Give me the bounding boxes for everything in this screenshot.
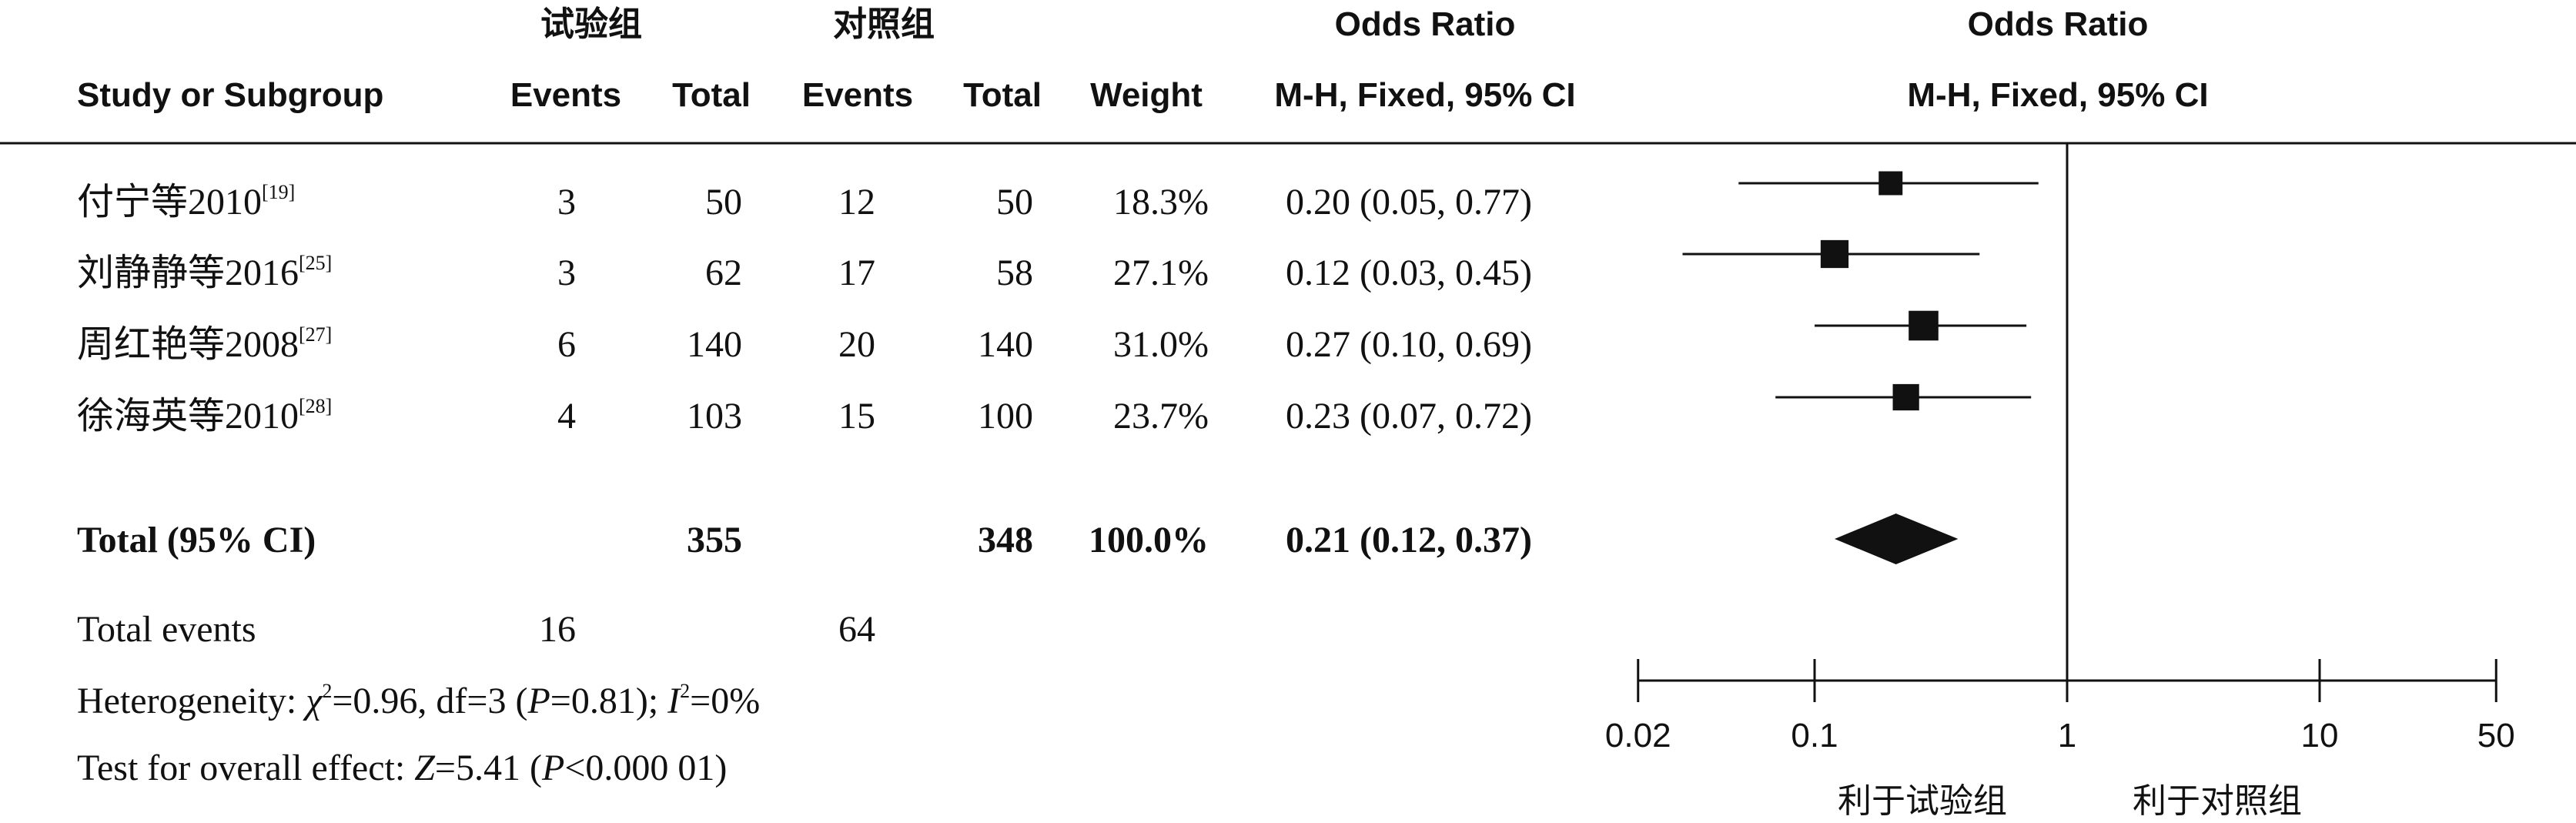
total-events-ctl: 64 bbox=[838, 609, 875, 650]
or-ci-cell: 0.27 (0.10, 0.69) bbox=[1286, 324, 1532, 365]
point-estimate-square bbox=[1878, 171, 1903, 196]
favours-left-label: 利于试验组 bbox=[1838, 782, 2007, 820]
weight-cell: 27.1% bbox=[1113, 253, 1209, 293]
exp-total-cell: 140 bbox=[687, 324, 742, 365]
ctl-events-header: Events bbox=[802, 76, 913, 114]
group-ctl-header: 对照组 bbox=[833, 5, 935, 43]
or-ci-cell: 0.20 (0.05, 0.77) bbox=[1286, 182, 1532, 222]
study-name: 徐海英等2010[28] bbox=[77, 395, 332, 437]
point-estimate-square bbox=[1892, 383, 1919, 411]
exp-total-header: Total bbox=[672, 76, 751, 114]
exp-events-cell: 3 bbox=[557, 253, 576, 293]
weight-header: Weight bbox=[1090, 76, 1203, 114]
group-exp-header: 试验组 bbox=[540, 5, 642, 43]
exp-total-cell: 62 bbox=[705, 253, 742, 293]
point-estimate-square bbox=[1820, 239, 1849, 269]
study-rows: 付宁等2010[19] 3 50 12 50 18.3% 0.20 (0.05, 0.77)… bbox=[77, 181, 1532, 560]
total-ctl-total: 348 bbox=[978, 520, 1033, 560]
study-name: 付宁等2010[19] bbox=[77, 181, 295, 222]
ctl-events-cell: 15 bbox=[838, 396, 875, 437]
or-ci-cell: 0.12 (0.03, 0.45) bbox=[1286, 253, 1532, 293]
x-tick-label: 0.02 bbox=[1605, 717, 1671, 754]
ctl-total-cell: 100 bbox=[978, 396, 1033, 437]
exp-events-cell: 3 bbox=[557, 182, 576, 222]
x-tick-label: 50 bbox=[2477, 717, 2515, 754]
weight-cell: 31.0% bbox=[1113, 324, 1209, 365]
x-tick-label: 0.1 bbox=[1791, 717, 1838, 754]
or-header-table: Odds Ratio bbox=[1335, 5, 1516, 43]
total-label: Total (95% CI) bbox=[77, 520, 316, 560]
total-weight: 100.0% bbox=[1089, 520, 1209, 560]
or-header-plot: Odds Ratio bbox=[1968, 5, 2149, 43]
exp-total-cell: 103 bbox=[687, 396, 742, 437]
total-events-exp: 16 bbox=[539, 609, 576, 650]
or-ci-cell: 0.23 (0.07, 0.72) bbox=[1286, 396, 1532, 437]
pooled-diamond bbox=[1834, 514, 1959, 564]
x-tick-label: 1 bbox=[2058, 717, 2076, 754]
total-events-label: Total events bbox=[77, 609, 256, 650]
weight-cell: 18.3% bbox=[1113, 182, 1209, 222]
ctl-total-cell: 50 bbox=[996, 182, 1033, 222]
exp-events-cell: 6 bbox=[557, 324, 576, 365]
weight-cell: 23.7% bbox=[1113, 396, 1209, 437]
ctl-total-cell: 140 bbox=[978, 324, 1033, 365]
or-method-header-table: M-H, Fixed, 95% CI bbox=[1274, 76, 1575, 114]
ctl-events-cell: 20 bbox=[838, 324, 875, 365]
ctl-total-cell: 58 bbox=[996, 253, 1033, 293]
ctl-events-cell: 17 bbox=[838, 253, 875, 293]
study-header: Study or Subgroup bbox=[77, 76, 383, 114]
ctl-events-cell: 12 bbox=[838, 182, 875, 222]
exp-events-cell: 4 bbox=[557, 396, 576, 437]
total-exp-total: 355 bbox=[687, 520, 742, 560]
or-method-header-plot: M-H, Fixed, 95% CI bbox=[1907, 76, 2208, 114]
exp-total-cell: 50 bbox=[705, 182, 742, 222]
x-tick-label: 10 bbox=[2301, 717, 2339, 754]
plot-area: 0.02 0.1 1 10 50 利于试验组 利于对照组 bbox=[1605, 143, 2515, 820]
favours-right-label: 利于对照组 bbox=[2133, 782, 2302, 820]
study-name: 刘静静等2016[25] bbox=[77, 252, 332, 293]
total-or-ci: 0.21 (0.12, 0.37) bbox=[1286, 520, 1532, 560]
ctl-total-header: Total bbox=[963, 76, 1042, 114]
exp-events-header: Events bbox=[510, 76, 621, 114]
study-name: 周红艳等2008[27] bbox=[77, 323, 332, 365]
point-estimate-square bbox=[1909, 310, 1939, 341]
heterogeneity-text: Heterogeneity: χ2=0.96, df=3 (P=0.81); I… bbox=[77, 680, 760, 721]
overall-effect-text: Test for overall effect: Z=5.41 (P<0.000… bbox=[77, 748, 727, 788]
